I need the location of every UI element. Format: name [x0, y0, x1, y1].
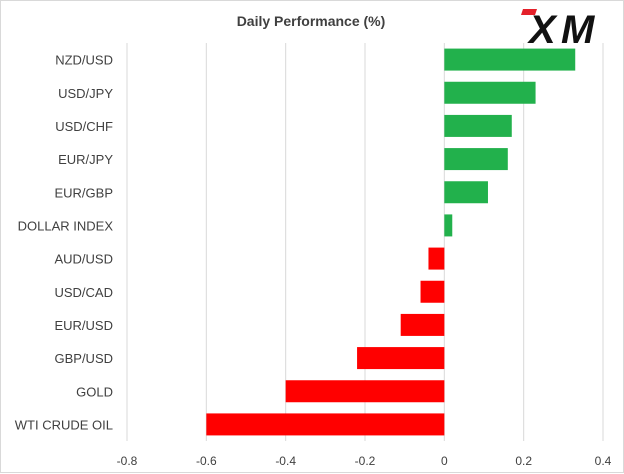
gridlines: [126, 43, 604, 441]
xm-logo: X M: [521, 8, 596, 52]
logo-x-letter: X: [527, 8, 558, 52]
category-label: AUD/USD: [54, 252, 113, 267]
x-tick-label: -0.8: [117, 454, 138, 468]
category-label: DOLLAR INDEX: [18, 218, 114, 233]
category-label: USD/CAD: [54, 285, 113, 300]
category-label: USD/JPY: [58, 86, 113, 101]
x-tick-label: -0.2: [355, 454, 376, 468]
category-label: GBP/USD: [54, 351, 113, 366]
bar-gold: [285, 380, 445, 403]
category-label: USD/CHF: [55, 119, 113, 134]
category-labels: NZD/USD USD/JPY USD/CHF EUR/JPY EUR/GBP DOLLA…: [15, 53, 114, 433]
x-tick-labels: -0.8 -0.6 -0.4 -0.2 0 0.2 0.4: [117, 454, 612, 468]
x-tick-label: -0.4: [275, 454, 296, 468]
chart-title: Daily Performance (%): [237, 13, 386, 29]
logo-m-letter: M: [561, 8, 596, 52]
bar-eur-jpy: [444, 148, 508, 171]
x-tick-label: -0.6: [196, 454, 217, 468]
category-label: WTI CRUDE OIL: [15, 417, 113, 432]
category-label: EUR/GBP: [54, 185, 113, 200]
bars: [206, 48, 576, 436]
bar-wti-crude-oil: [206, 413, 445, 436]
bar-dollar-index: [444, 214, 453, 237]
bar-usd-cad: [420, 280, 445, 303]
bar-eur-usd: [400, 313, 445, 336]
category-label: GOLD: [76, 384, 113, 399]
bar-gbp-usd: [357, 347, 445, 370]
x-tick-label: 0: [441, 454, 448, 468]
category-label: NZD/USD: [55, 53, 113, 68]
bar-aud-usd: [428, 247, 445, 270]
x-tick-label: 0.4: [595, 454, 612, 468]
bar-eur-gbp: [444, 181, 488, 204]
logo-x-accent: [521, 9, 537, 15]
bar-usd-chf: [444, 114, 512, 137]
category-label: EUR/USD: [54, 318, 113, 333]
category-label: EUR/JPY: [58, 152, 113, 167]
x-tick-label: 0.2: [515, 454, 532, 468]
bar-nzd-usd: [444, 48, 576, 71]
bar-usd-jpy: [444, 81, 536, 104]
